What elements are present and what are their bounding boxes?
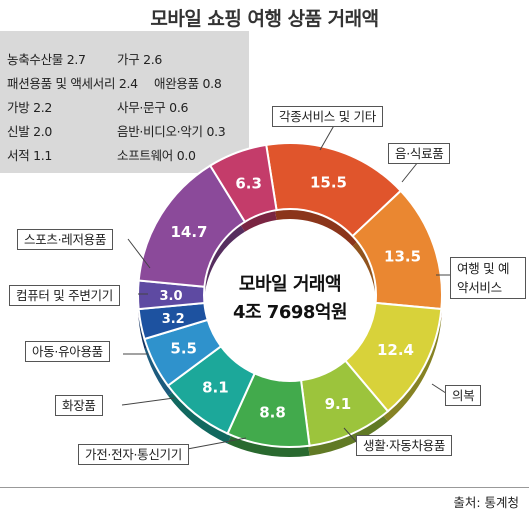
slice-tag: 스포츠·레저용품 [17, 229, 114, 250]
small-category-item: 패션용품 및 액세서리 2.4 [7, 76, 138, 91]
slice-value-label: 3.0 [159, 289, 182, 304]
slice-tag: 여행 및 예약서비스 [450, 257, 526, 299]
small-category-item: 농축수산물 2.7 [7, 52, 86, 67]
small-category-item: 가구 2.6 [117, 52, 163, 67]
slice-tag: 생활·자동차용품 [356, 435, 453, 456]
small-category-item: 음반·비디오·악기 0.3 [117, 124, 226, 139]
slice-tag: 각종서비스 및 기타 [272, 106, 383, 127]
slice-tag: 컴퓨터 및 주변기기 [9, 285, 120, 306]
slice-value-label: 8.8 [259, 404, 286, 422]
donut-slices [137, 142, 443, 448]
slice-tag: 가전·전자·통신기기 [78, 444, 189, 465]
donut-value-labels: 15.5 13.5 12.4 9.1 8.8 8.1 5.5 3.2 3.0 14.7 6.3 [159, 173, 421, 421]
slice-value-label: 15.5 [310, 173, 347, 191]
slice-tag: 아동·유아용품 [25, 341, 110, 362]
bottom-rule [0, 487, 529, 488]
slice-tag: 음·식료품 [388, 143, 451, 164]
small-categories-box: 농축수산물 2.7 가구 2.6 패션용품 및 액세서리 2.4 애완용품 0.… [0, 31, 249, 173]
slice-value-label: 12.4 [377, 341, 414, 359]
small-category-item: 애완용품 0.8 [154, 76, 222, 91]
slice-value-label: 9.1 [325, 395, 352, 413]
slice-value-label: 13.5 [384, 247, 421, 265]
small-category-item: 서적 1.1 [7, 148, 53, 163]
small-category-item: 신발 2.0 [7, 124, 53, 139]
slice-value-label: 14.7 [170, 223, 207, 241]
leader-line [401, 161, 419, 183]
small-category-item: 사무·문구 0.6 [117, 100, 189, 115]
donut-slice [208, 143, 278, 224]
source-note: 출처: 통계청 [453, 495, 519, 510]
slice-tag: 화장품 [55, 395, 103, 416]
slice-value-label: 6.3 [235, 174, 262, 192]
leader-line [121, 397, 175, 406]
slice-value-label: 5.5 [170, 339, 197, 357]
small-category-item: 가방 2.2 [7, 100, 53, 115]
center-label: 모바일 거래액 [238, 274, 342, 295]
leader-line [127, 238, 151, 269]
slice-value-label: 8.1 [202, 379, 229, 397]
small-category-item: 소프트웨어 0.0 [117, 148, 196, 163]
center-value: 4조 7698억원 [232, 302, 348, 323]
slice-tag: 의복 [445, 385, 482, 406]
slice-value-label: 3.2 [162, 312, 185, 327]
chart-title: 모바일 쇼핑 여행 상품 거래액 [150, 8, 379, 30]
